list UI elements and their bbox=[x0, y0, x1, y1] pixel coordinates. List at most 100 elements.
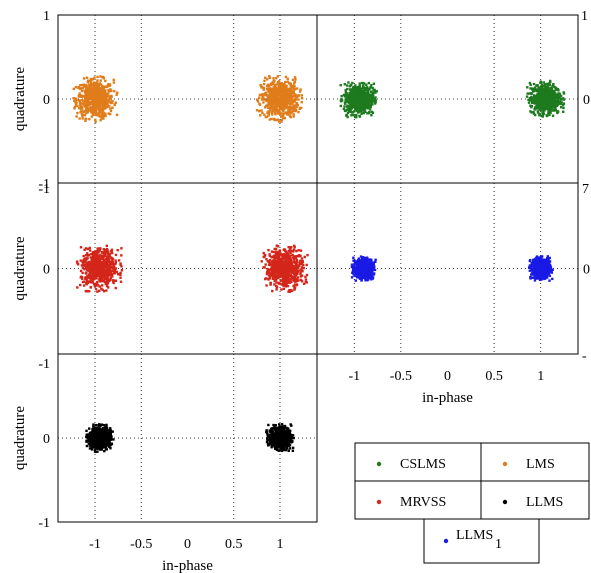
data-point bbox=[543, 84, 546, 88]
data-point bbox=[97, 251, 100, 254]
data-point bbox=[90, 259, 94, 262]
data-point bbox=[109, 250, 113, 253]
data-point bbox=[529, 104, 532, 107]
data-point bbox=[553, 107, 557, 111]
data-point bbox=[270, 102, 273, 105]
data-point bbox=[278, 120, 282, 123]
data-point bbox=[104, 252, 108, 255]
data-point bbox=[98, 108, 102, 111]
data-point bbox=[358, 94, 362, 98]
data-point bbox=[547, 83, 550, 86]
data-point bbox=[97, 249, 100, 253]
data-point bbox=[356, 266, 359, 269]
data-point bbox=[92, 107, 96, 111]
data-point bbox=[110, 89, 113, 93]
data-point bbox=[539, 104, 542, 108]
data-point bbox=[357, 103, 360, 106]
data-point bbox=[268, 94, 272, 98]
data-point bbox=[339, 104, 343, 108]
data-point bbox=[344, 88, 347, 92]
data-point bbox=[267, 83, 270, 86]
data-point bbox=[268, 253, 271, 256]
data-point bbox=[262, 101, 265, 104]
data-point bbox=[535, 90, 539, 93]
data-point bbox=[285, 283, 288, 287]
data-point bbox=[367, 106, 371, 110]
data-point bbox=[289, 88, 292, 91]
data-point bbox=[287, 88, 290, 91]
data-point bbox=[100, 116, 103, 120]
data-point bbox=[120, 247, 123, 250]
data-point bbox=[271, 90, 274, 93]
data-point bbox=[529, 83, 532, 87]
data-point bbox=[536, 110, 540, 113]
data-point bbox=[260, 98, 264, 101]
data-point bbox=[87, 273, 91, 276]
data-point bbox=[81, 83, 84, 87]
data-point bbox=[535, 96, 538, 99]
data-point bbox=[289, 254, 292, 257]
data-point bbox=[292, 271, 296, 274]
data-point bbox=[109, 101, 113, 105]
data-point bbox=[97, 278, 101, 281]
data-point bbox=[359, 99, 362, 102]
data-point bbox=[360, 81, 364, 85]
data-point bbox=[106, 277, 109, 281]
data-point bbox=[276, 255, 279, 258]
data-point bbox=[98, 274, 102, 277]
data-point bbox=[288, 108, 291, 111]
data-point bbox=[354, 98, 357, 102]
data-point bbox=[104, 270, 107, 273]
data-point bbox=[73, 99, 76, 103]
data-point bbox=[347, 81, 350, 84]
data-point bbox=[546, 96, 549, 100]
data-point bbox=[352, 259, 355, 262]
data-point bbox=[300, 96, 304, 100]
data-point bbox=[364, 274, 368, 277]
data-point bbox=[353, 101, 356, 104]
data-point bbox=[114, 262, 117, 266]
data-point bbox=[370, 93, 373, 96]
data-point bbox=[368, 87, 371, 90]
data-point bbox=[366, 106, 369, 110]
data-point bbox=[359, 274, 363, 277]
data-point bbox=[345, 105, 349, 108]
data-point bbox=[94, 111, 98, 114]
data-point bbox=[351, 105, 355, 109]
data-point bbox=[266, 98, 270, 101]
data-point bbox=[268, 75, 271, 78]
data-point bbox=[351, 92, 354, 96]
data-point bbox=[105, 247, 109, 251]
data-point bbox=[284, 256, 287, 260]
data-point bbox=[272, 86, 276, 89]
data-point bbox=[284, 259, 287, 262]
data-point bbox=[278, 249, 281, 252]
data-point bbox=[112, 263, 116, 266]
data-point bbox=[90, 270, 93, 273]
data-point bbox=[532, 112, 536, 115]
data-point bbox=[364, 91, 367, 95]
data-point bbox=[533, 107, 536, 111]
data-point bbox=[94, 267, 97, 270]
data-point bbox=[344, 109, 348, 112]
data-point bbox=[280, 112, 284, 115]
data-point bbox=[299, 275, 303, 278]
y-tick-label: 0 bbox=[43, 263, 50, 278]
data-point bbox=[362, 260, 365, 264]
data-point bbox=[300, 266, 304, 269]
y-tick-label: 0 bbox=[43, 93, 50, 108]
data-point bbox=[550, 93, 554, 96]
data-point bbox=[288, 281, 292, 284]
data-point bbox=[114, 286, 117, 290]
data-point bbox=[549, 94, 552, 98]
data-point bbox=[289, 105, 292, 109]
data-point bbox=[96, 89, 100, 93]
data-point bbox=[278, 264, 281, 268]
data-point bbox=[344, 98, 348, 102]
data-point bbox=[289, 273, 292, 276]
data-point bbox=[82, 264, 85, 267]
data-point bbox=[286, 270, 289, 273]
data-point bbox=[293, 244, 296, 248]
data-point bbox=[299, 269, 302, 272]
data-point bbox=[370, 84, 373, 87]
